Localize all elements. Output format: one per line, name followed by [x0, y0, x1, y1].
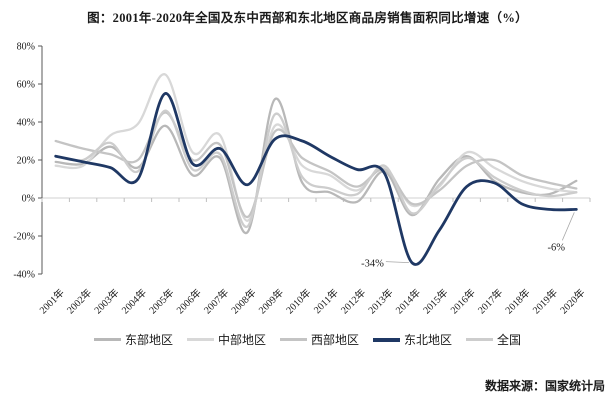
legend-marker-national [466, 338, 494, 341]
x-axis-label: 2004年 [119, 286, 149, 316]
legend-item-central: 中部地区 [186, 331, 266, 348]
y-axis-label: 60% [17, 80, 35, 91]
annotation-label: -6% [548, 242, 566, 253]
legend-marker-west [279, 338, 307, 341]
annotation-leader-line [561, 212, 575, 241]
legend-label-central: 中部地区 [217, 333, 266, 347]
y-axis-label: -20% [13, 232, 35, 243]
legend-item-national: 全国 [466, 331, 521, 348]
x-axis-label: 2019年 [530, 286, 560, 316]
y-axis-label: 80% [17, 42, 35, 53]
x-axis-label: 2014年 [393, 286, 423, 316]
x-axis-label: 2017年 [475, 286, 505, 316]
y-axis-label: 40% [17, 118, 35, 129]
x-axis-label: 2003年 [91, 286, 121, 316]
x-axis-label: 2010年 [283, 286, 313, 316]
chart-title: 图：2001年-2020年全国及东中西部和东北地区商品房销售面积同比增速（%） [87, 11, 528, 25]
y-axis-label: -40% [13, 270, 35, 281]
x-axis-label: 2013年 [365, 286, 395, 316]
legend-label-northeast: 东北地区 [404, 333, 453, 347]
x-axis-label: 2020年 [557, 286, 587, 316]
x-axis-label: 2002年 [64, 286, 94, 316]
legend-marker-east [93, 338, 121, 341]
legend-label-west: 西部地区 [310, 333, 359, 347]
legend-item-west: 西部地区 [279, 331, 359, 348]
chart-legend: 东部地区 中部地区 西部地区 东北地区 全国 [0, 331, 615, 348]
x-axis-label: 2009年 [256, 286, 286, 316]
data-source-note: 数据来源：国家统计局 [484, 379, 605, 393]
legend-label-east: 东部地区 [124, 333, 173, 347]
x-axis-label: 2012年 [338, 286, 368, 316]
x-axis-label: 2008年 [228, 286, 258, 316]
x-axis-label: 2001年 [36, 286, 66, 316]
x-axis-label: 2011年 [311, 286, 341, 316]
legend-item-east: 东部地区 [93, 331, 173, 348]
series-line-northeast [54, 92, 578, 266]
legend-label-national: 全国 [497, 333, 522, 347]
y-axis-label: 20% [17, 156, 35, 167]
x-axis-label: 2006年 [173, 286, 203, 316]
annotation-leader-line [385, 261, 409, 263]
x-axis-label: 2016年 [447, 286, 477, 316]
annotation-label: -34% [361, 259, 384, 270]
x-axis-label: 2015年 [420, 286, 450, 316]
x-axis-label: 2007年 [201, 286, 231, 316]
x-axis-label: 2018年 [502, 286, 532, 316]
legend-marker-northeast [373, 337, 400, 342]
x-axis-label: 2005年 [146, 286, 176, 316]
series-line-central [54, 73, 578, 222]
legend-marker-central [186, 338, 214, 341]
y-axis-label: 0% [22, 194, 35, 205]
series-line-west [54, 111, 578, 219]
legend-item-northeast: 东北地区 [373, 331, 452, 348]
